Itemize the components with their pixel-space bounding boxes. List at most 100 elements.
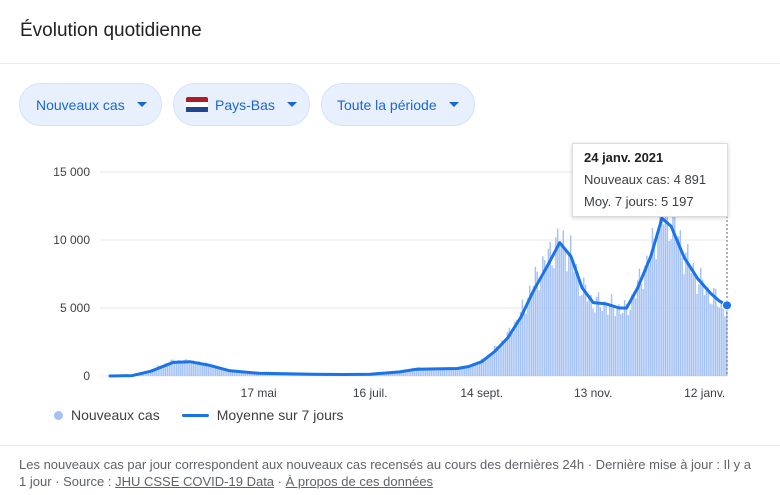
case-bar [495, 346, 498, 376]
case-bar [430, 368, 433, 376]
case-bar [187, 362, 189, 376]
case-bar [469, 366, 472, 376]
case-bar [400, 371, 403, 376]
case-bar [462, 368, 464, 376]
y-tick-label: 0 [83, 369, 90, 383]
case-bar [501, 340, 503, 376]
case-bar [542, 256, 544, 376]
case-bar [445, 368, 447, 376]
daily-cases-chart[interactable]: 0 5 000 10 000 15 000 17 mai 16 juil. 14 sept.… [0, 130, 780, 405]
case-bar [688, 265, 691, 376]
case-bar [709, 303, 711, 376]
case-bar [215, 367, 217, 376]
case-bar [560, 243, 563, 376]
case-bar [687, 243, 689, 376]
case-bar [722, 308, 724, 376]
case-bar [692, 262, 695, 376]
case-bar [166, 363, 169, 376]
case-bar [497, 349, 499, 376]
case-bar [438, 368, 440, 376]
case-bar [566, 271, 568, 376]
case-bar [668, 241, 670, 376]
case-bar [175, 362, 178, 376]
metric-dropdown-label: Nouveaux cas [36, 96, 125, 113]
case-bar [651, 228, 654, 376]
country-dropdown[interactable]: Pays-Bas [173, 83, 310, 126]
case-bar [387, 372, 390, 376]
case-bar [451, 369, 453, 376]
case-bar [417, 367, 420, 376]
case-bar [556, 228, 559, 376]
case-bar [594, 312, 596, 376]
case-bar [590, 294, 592, 376]
case-bar [493, 345, 496, 376]
case-bar [426, 368, 429, 376]
case-bar [629, 309, 631, 376]
case-bar [607, 314, 609, 376]
metric-dropdown[interactable]: Nouveaux cas [19, 83, 162, 126]
case-bar [421, 369, 423, 376]
case-bar [410, 369, 412, 376]
x-tick-label: 12 janv. [684, 386, 725, 400]
case-bar [196, 362, 198, 376]
case-bar [246, 371, 249, 376]
case-bar [551, 265, 553, 376]
case-bar [601, 310, 604, 376]
case-bar [581, 294, 583, 376]
case-bar [168, 363, 170, 376]
about-data-link[interactable]: À propos de ces données [285, 474, 434, 489]
chevron-down-icon [286, 102, 297, 107]
case-bar [532, 285, 535, 376]
case-bar [703, 295, 706, 376]
case-bar [627, 315, 630, 376]
case-bar [588, 298, 591, 376]
case-bar [713, 287, 715, 376]
case-bar [530, 291, 533, 376]
case-bar [504, 341, 507, 376]
period-dropdown-label: Toute la période [337, 96, 437, 113]
case-bar [558, 245, 561, 376]
case-bar [648, 265, 650, 376]
case-bar [659, 205, 661, 376]
case-bar [666, 205, 669, 376]
case-bar [525, 313, 527, 376]
case-bar [592, 308, 594, 376]
tooltip-cases: Nouveaux cas: 4 891 [584, 172, 707, 187]
case-bar [700, 267, 702, 376]
period-dropdown[interactable]: Toute la période [321, 83, 475, 126]
case-bar [408, 370, 410, 376]
case-bar [529, 285, 531, 376]
x-tick-label: 16 juil. [353, 386, 388, 400]
case-bar [488, 354, 490, 376]
case-bar [434, 369, 436, 376]
case-bar [465, 365, 468, 376]
case-bar [190, 361, 193, 376]
legend-bars-label: Nouveaux cas [71, 407, 160, 423]
case-bar [610, 293, 613, 376]
legend-line-label: Moyenne sur 7 jours [216, 407, 344, 423]
case-bar [521, 299, 524, 376]
y-tick-label: 15 000 [53, 165, 90, 179]
case-bar [553, 268, 555, 376]
case-bar [443, 369, 446, 376]
case-bar [679, 230, 682, 376]
legend-bars-swatch [54, 410, 63, 420]
case-bar [404, 369, 407, 376]
case-bar [701, 279, 704, 376]
case-bar [510, 334, 512, 376]
case-bar [516, 319, 518, 376]
case-bar [211, 364, 213, 376]
case-bar [397, 371, 399, 376]
case-bar [696, 293, 698, 376]
case-bar [662, 224, 665, 376]
case-bar [620, 314, 622, 376]
source-link[interactable]: JHU CSSE COVID-19 Data [115, 474, 275, 489]
case-bar [720, 300, 722, 376]
case-bar [618, 304, 620, 376]
case-bar [523, 307, 525, 376]
case-bar [172, 359, 174, 376]
case-bar [698, 284, 700, 376]
case-bar [655, 259, 657, 376]
case-bar [644, 265, 646, 376]
case-bar [224, 369, 226, 376]
